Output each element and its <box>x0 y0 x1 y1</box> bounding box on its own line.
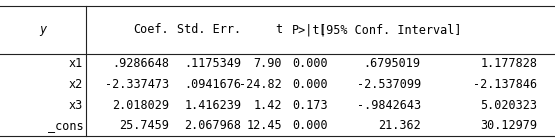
Text: .6795019: .6795019 <box>364 57 421 70</box>
Text: 0.000: 0.000 <box>292 78 327 91</box>
Text: -.9842643: -.9842643 <box>356 99 421 112</box>
Text: x2: x2 <box>69 78 83 91</box>
Text: 0.173: 0.173 <box>292 99 327 112</box>
Text: 7.90: 7.90 <box>254 57 282 70</box>
Text: .1175349: .1175349 <box>184 57 241 70</box>
Text: y: y <box>39 23 47 36</box>
Text: 12.45: 12.45 <box>246 119 282 132</box>
Text: 0.000: 0.000 <box>292 57 327 70</box>
Text: x1: x1 <box>69 57 83 70</box>
Text: 2.018029: 2.018029 <box>112 99 169 112</box>
Text: 25.7459: 25.7459 <box>119 119 169 132</box>
Text: t: t <box>275 23 282 36</box>
Text: x3: x3 <box>69 99 83 112</box>
Text: 1.416239: 1.416239 <box>184 99 241 112</box>
Text: P>|t|: P>|t| <box>292 23 327 36</box>
Text: 0.000: 0.000 <box>292 119 327 132</box>
Text: 2.067968: 2.067968 <box>184 119 241 132</box>
Text: -2.337473: -2.337473 <box>105 78 169 91</box>
Text: 1.42: 1.42 <box>254 99 282 112</box>
Text: .9286648: .9286648 <box>112 57 169 70</box>
Text: _cons: _cons <box>48 119 83 132</box>
Text: -24.82: -24.82 <box>239 78 282 91</box>
Text: [95% Conf. Interval]: [95% Conf. Interval] <box>320 23 462 36</box>
Text: -2.137846: -2.137846 <box>473 78 537 91</box>
Text: 5.020323: 5.020323 <box>480 99 537 112</box>
Text: -2.537099: -2.537099 <box>356 78 421 91</box>
Text: Std. Err.: Std. Err. <box>177 23 241 36</box>
Text: Coef.: Coef. <box>134 23 169 36</box>
Text: 1.177828: 1.177828 <box>480 57 537 70</box>
Text: 30.12979: 30.12979 <box>480 119 537 132</box>
Text: 21.362: 21.362 <box>378 119 421 132</box>
Text: .0941676: .0941676 <box>184 78 241 91</box>
